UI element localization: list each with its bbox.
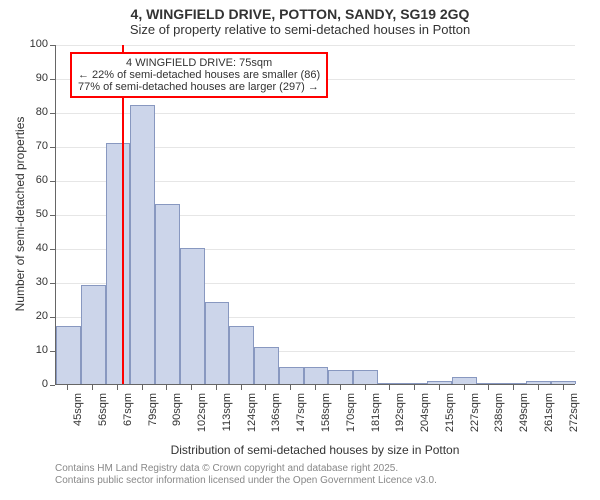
x-tick	[563, 385, 564, 390]
x-tick-label: 249sqm	[518, 393, 530, 443]
histogram-bar	[551, 381, 576, 384]
y-tick	[50, 317, 55, 318]
x-tick	[513, 385, 514, 390]
y-tick	[50, 215, 55, 216]
y-tick	[50, 147, 55, 148]
x-tick	[117, 385, 118, 390]
x-tick-label: 113sqm	[221, 393, 233, 443]
histogram-bar	[502, 383, 527, 384]
histogram-bar	[279, 367, 304, 384]
footer-licence: Contains public sector information licen…	[55, 475, 437, 486]
x-tick-label: 227sqm	[469, 393, 481, 443]
histogram-bar	[254, 347, 279, 384]
annotation-line: 4 WINGFIELD DRIVE: 75sqm	[78, 57, 320, 69]
x-tick	[265, 385, 266, 390]
x-tick	[315, 385, 316, 390]
histogram-bar	[56, 326, 81, 384]
x-tick-label: 192sqm	[394, 393, 406, 443]
histogram-bar	[229, 326, 254, 384]
histogram-bar	[328, 370, 353, 384]
x-tick	[538, 385, 539, 390]
x-tick-label: 136sqm	[270, 393, 282, 443]
histogram-bar	[403, 383, 428, 384]
y-tick	[50, 113, 55, 114]
x-tick	[241, 385, 242, 390]
x-tick-label: 215sqm	[444, 393, 456, 443]
x-tick	[142, 385, 143, 390]
y-tick	[50, 283, 55, 284]
x-tick	[191, 385, 192, 390]
y-tick-label: 50	[20, 208, 48, 220]
x-tick-label: 90sqm	[171, 393, 183, 443]
y-tick-label: 100	[20, 38, 48, 50]
histogram-bar	[304, 367, 329, 384]
x-tick	[340, 385, 341, 390]
annotation-box: 4 WINGFIELD DRIVE: 75sqm← 22% of semi-de…	[70, 52, 328, 98]
y-tick-label: 0	[20, 378, 48, 390]
x-tick-label: 124sqm	[246, 393, 258, 443]
histogram-bar	[205, 302, 230, 384]
x-tick	[67, 385, 68, 390]
x-tick	[464, 385, 465, 390]
histogram-chart: 4, WINGFIELD DRIVE, POTTON, SANDY, SG19 …	[0, 0, 600, 500]
x-tick-label: 204sqm	[419, 393, 431, 443]
y-tick-label: 70	[20, 140, 48, 152]
x-tick-label: 181sqm	[370, 393, 382, 443]
y-tick-label: 80	[20, 106, 48, 118]
y-tick	[50, 79, 55, 80]
histogram-bar	[477, 383, 502, 384]
y-tick	[50, 385, 55, 386]
histogram-bar	[130, 105, 155, 384]
x-tick	[166, 385, 167, 390]
x-tick-label: 261sqm	[543, 393, 555, 443]
y-tick-label: 30	[20, 276, 48, 288]
y-tick	[50, 351, 55, 352]
y-tick-label: 20	[20, 310, 48, 322]
footer-copyright: Contains HM Land Registry data © Crown c…	[55, 463, 398, 474]
y-tick	[50, 249, 55, 250]
histogram-bar	[81, 285, 106, 384]
histogram-bar	[180, 248, 205, 384]
x-tick	[365, 385, 366, 390]
x-tick-label: 56sqm	[97, 393, 109, 443]
x-tick-label: 79sqm	[147, 393, 159, 443]
y-tick	[50, 45, 55, 46]
y-tick	[50, 181, 55, 182]
annotation-line: ← 22% of semi-detached houses are smalle…	[78, 69, 320, 81]
chart-title-main: 4, WINGFIELD DRIVE, POTTON, SANDY, SG19 …	[0, 0, 600, 22]
histogram-bar	[106, 143, 131, 384]
x-tick-label: 147sqm	[295, 393, 307, 443]
x-axis-label: Distribution of semi-detached houses by …	[55, 443, 575, 457]
y-tick-label: 60	[20, 174, 48, 186]
x-tick	[290, 385, 291, 390]
x-tick	[488, 385, 489, 390]
x-tick-label: 170sqm	[345, 393, 357, 443]
x-tick-label: 45sqm	[72, 393, 84, 443]
x-tick-label: 102sqm	[196, 393, 208, 443]
x-tick-label: 158sqm	[320, 393, 332, 443]
histogram-bar	[526, 381, 551, 384]
y-tick-label: 40	[20, 242, 48, 254]
gridline	[56, 45, 575, 46]
histogram-bar	[452, 377, 477, 384]
histogram-bar	[353, 370, 378, 384]
x-tick-label: 67sqm	[122, 393, 134, 443]
x-tick	[389, 385, 390, 390]
histogram-bar	[378, 383, 403, 384]
annotation-line: 77% of semi-detached houses are larger (…	[78, 81, 320, 93]
y-tick-label: 90	[20, 72, 48, 84]
y-tick-label: 10	[20, 344, 48, 356]
x-tick-label: 238sqm	[493, 393, 505, 443]
x-tick-label: 272sqm	[568, 393, 580, 443]
x-tick	[439, 385, 440, 390]
chart-title-sub: Size of property relative to semi-detach…	[0, 22, 600, 37]
x-tick	[216, 385, 217, 390]
x-tick	[92, 385, 93, 390]
histogram-bar	[427, 381, 452, 384]
histogram-bar	[155, 204, 180, 384]
x-tick	[414, 385, 415, 390]
